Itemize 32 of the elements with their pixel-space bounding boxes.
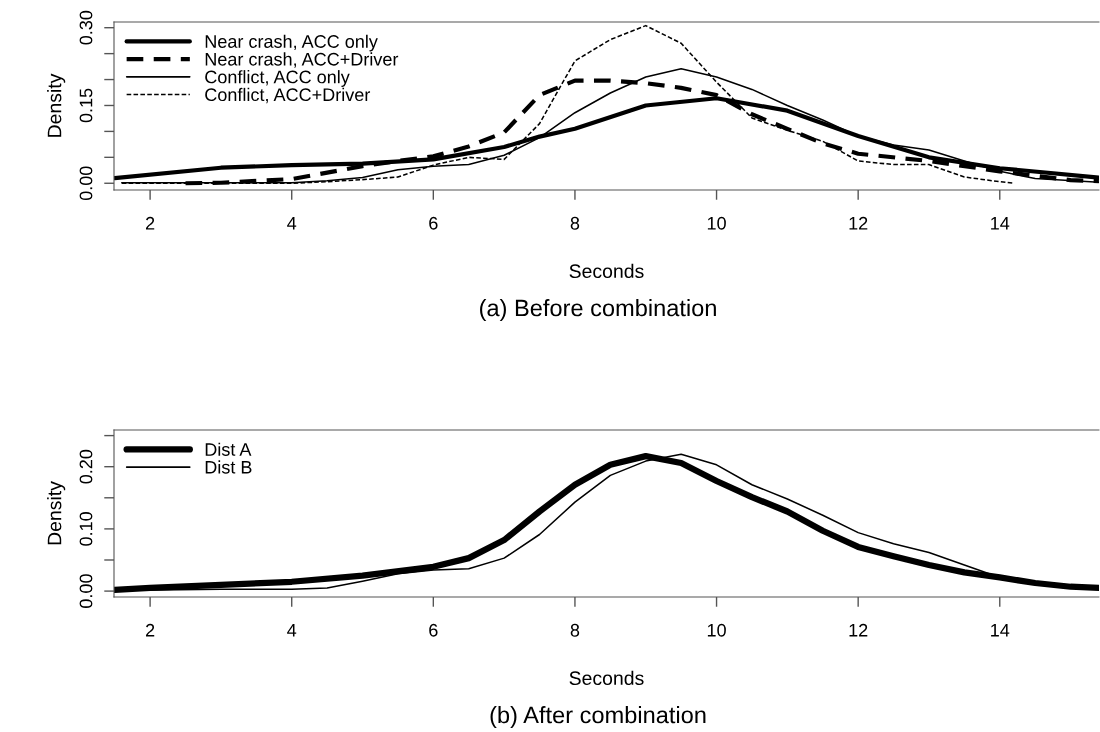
legend-label: Conflict, ACC only	[205, 70, 350, 87]
text: (a) Before combination	[480, 299, 716, 321]
y-axis-title: Density	[47, 73, 66, 137]
x-tick-label: 4	[287, 217, 297, 230]
x-tick-label: 6	[429, 623, 438, 637]
x-tick-label: 14	[991, 624, 1010, 637]
y-tick-label: 0.20	[79, 449, 93, 484]
x-tick-label: 14	[991, 217, 1010, 230]
y-tick-label: 0.15	[79, 88, 93, 123]
legend-label: Conflict, ACC+Driver	[205, 87, 371, 104]
legend-label: Near crash, ACC+Driver	[205, 52, 399, 68]
x-tick-label: 12	[849, 216, 868, 230]
x-tick-label: 10	[707, 623, 726, 637]
y-tick-label: 0.00	[79, 166, 93, 201]
x-tick-label: 8	[570, 216, 580, 230]
x-tick-label: 2	[146, 623, 155, 637]
x-axis-title: Seconds	[569, 670, 644, 686]
legend-label: Dist B	[205, 460, 252, 474]
x-tick-label: 4	[287, 624, 297, 637]
y-tick-label: 0.10	[79, 512, 93, 546]
x-tick-label: 2	[146, 216, 155, 230]
x-tick-label: 6	[429, 216, 438, 230]
x-tick-label: 10	[707, 216, 726, 230]
x-axis-title: Seconds	[569, 263, 644, 279]
legend-label: Dist A	[205, 442, 252, 456]
y-tick-label: 0.30	[79, 10, 93, 45]
legend-label: Near crash, ACC only	[205, 34, 378, 52]
x-tick-label: 12	[849, 623, 868, 637]
x-tick-label: 8	[570, 623, 580, 637]
y-tick-label: 0.00	[79, 574, 93, 608]
text: (b) After combination	[490, 705, 706, 728]
y-axis-title: Density	[47, 481, 66, 545]
